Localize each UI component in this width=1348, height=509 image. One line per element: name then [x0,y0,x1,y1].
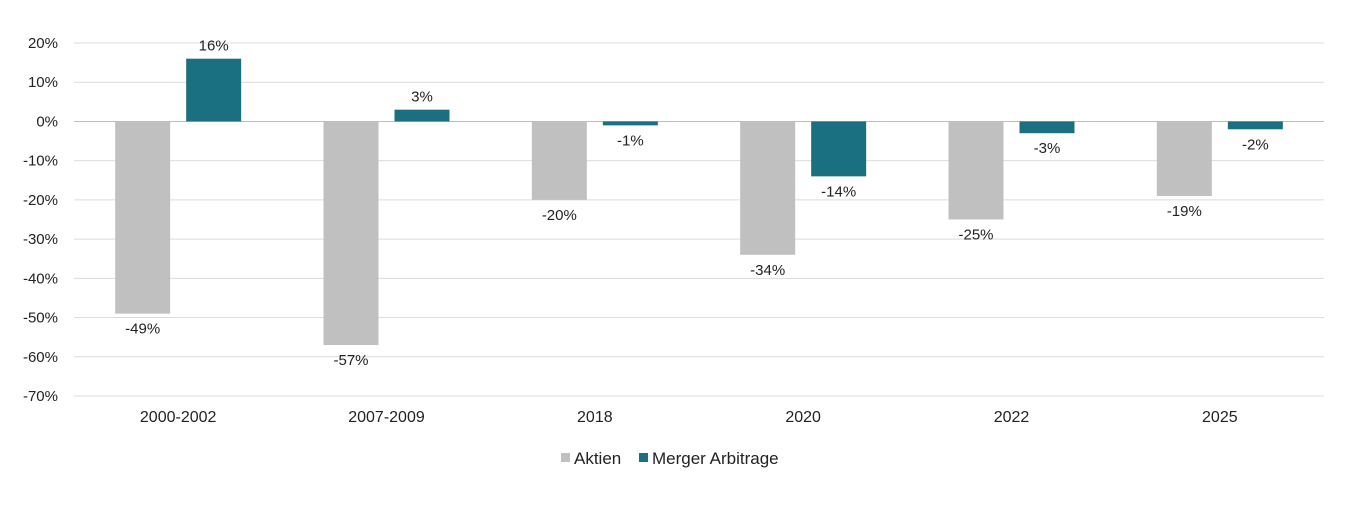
y-tick-label: -60% [23,349,58,366]
bar-merger-arbitrage [1019,121,1075,134]
x-category-label: 2018 [577,409,613,426]
bar-aktien [531,121,587,200]
data-labels: -49% 16% -57% 3% -20% -1% -34% -14% -25% -3% -19% -… [125,38,1269,369]
x-category-label: 2025 [1202,409,1238,426]
legend-swatch-merger-arbitrage [639,453,648,462]
y-tick-label: -40% [23,270,58,287]
y-tick-label: 0% [36,113,58,130]
data-label: -25% [958,227,993,244]
y-tick-label: -10% [23,153,58,170]
y-tick-label: 20% [28,35,58,52]
bar-aktien [740,121,796,255]
bar-aktien [115,121,171,314]
bar-merger-arbitrage [602,121,658,126]
y-axis: 20% 10% 0% -10% -20% -30% -40% -50% -60% -70% [23,35,58,405]
data-label: -1% [617,132,644,149]
legend-swatch-aktien [561,453,570,462]
x-category-label: 2020 [785,409,821,426]
y-tick-label: -50% [23,310,58,327]
y-tick-label: 10% [28,74,58,91]
x-category-label: 2022 [994,409,1030,426]
bars [115,58,1283,346]
x-category-label: 2000-2002 [140,409,217,426]
y-tick-label: -30% [23,231,58,248]
bar-merger-arbitrage [394,109,450,122]
x-category-label: 2007-2009 [348,409,425,426]
data-label: 16% [199,38,229,55]
bar-aktien [323,121,379,346]
data-label: -2% [1242,136,1269,153]
data-label: -19% [1167,203,1202,220]
data-label: -34% [750,262,785,279]
gridlines [74,42,1324,397]
x-axis: 2000-2002 2007-2009 2018 2020 2022 2025 [140,409,1238,426]
data-label: 3% [411,89,433,106]
bar-aktien [1156,121,1212,196]
bar-aktien [948,121,1004,220]
legend-label-merger-arbitrage: Merger Arbitrage [652,449,779,468]
legend-label-aktien: Aktien [574,449,621,468]
data-label: -49% [125,321,160,338]
data-label: -57% [333,352,368,369]
y-tick-label: -20% [23,192,58,209]
data-label: -20% [542,207,577,224]
bar-merger-arbitrage [811,121,867,177]
bar-merger-arbitrage [1227,121,1283,130]
data-label: -14% [821,183,856,200]
y-tick-label: -70% [23,388,58,405]
bar-merger-arbitrage [186,58,242,122]
data-label: -3% [1034,140,1061,157]
legend: Aktien Merger Arbitrage [561,449,779,468]
